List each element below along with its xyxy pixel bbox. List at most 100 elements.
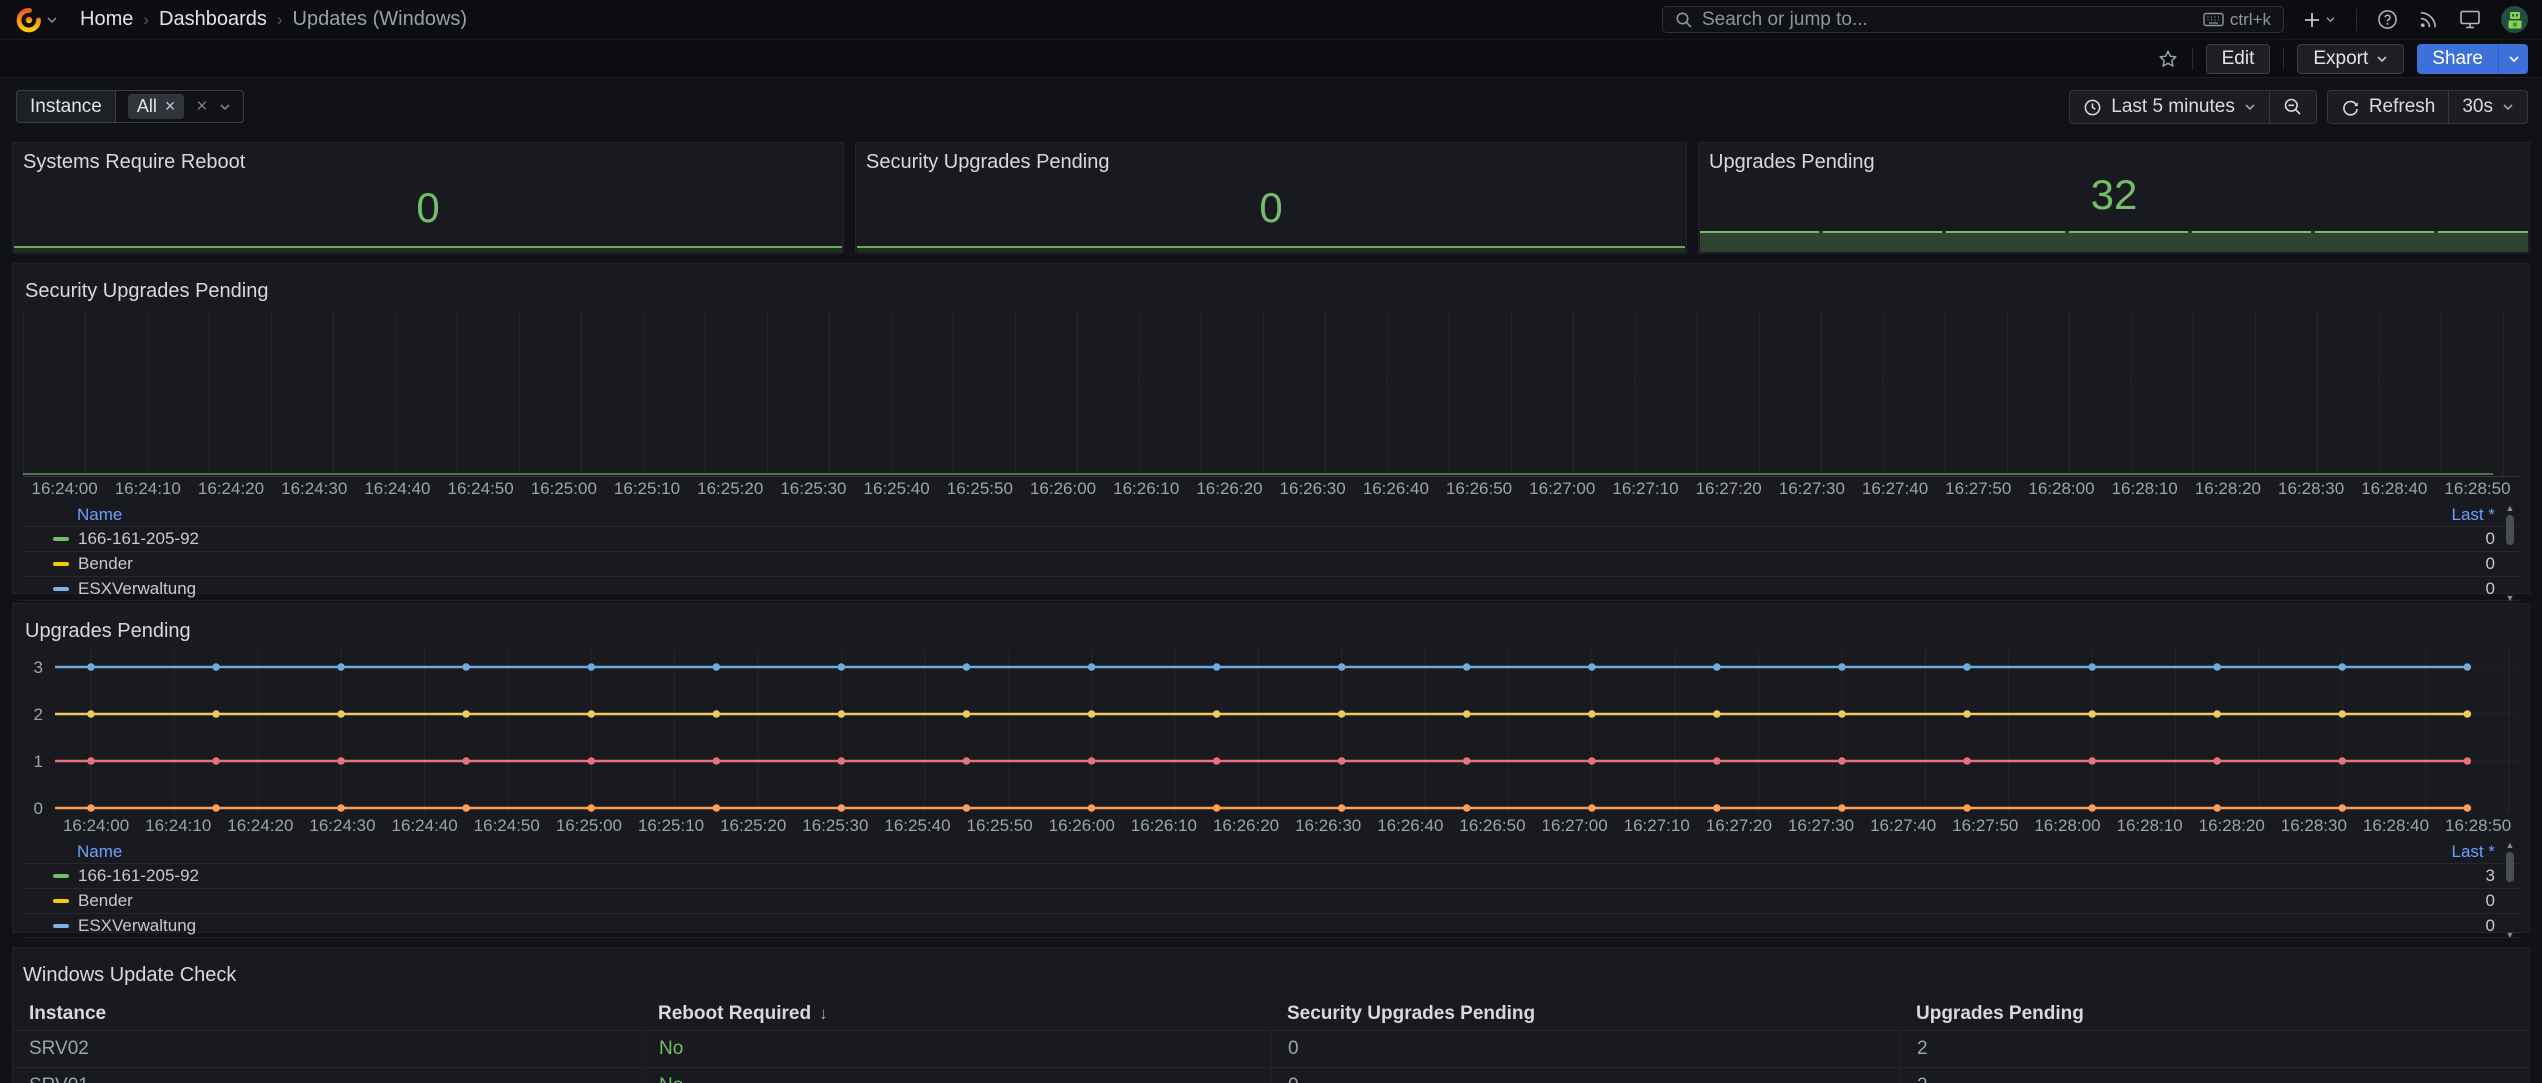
legend-last-header[interactable]: Last * — [2451, 504, 2495, 524]
chevron-down-icon — [2377, 55, 2387, 62]
series-name[interactable]: 166-161-205-92 — [78, 866, 199, 885]
column-header-security-upgrades[interactable]: Security Upgrades Pending — [1287, 1002, 1536, 1024]
export-label: Export — [2313, 47, 2369, 69]
panel-title[interactable]: Windows Update Check — [23, 964, 237, 986]
instance-cell: SRV01 — [13, 1068, 642, 1083]
x-axis-tick-label: 16:27:50 — [1945, 479, 2012, 498]
legend-name-header[interactable]: Name — [77, 841, 123, 861]
screen-button[interactable] — [2459, 9, 2481, 30]
grafana-logo-menu[interactable] — [16, 7, 58, 33]
search-input[interactable]: Search or jump to... ctrl+k — [1662, 6, 2284, 33]
column-header-instance[interactable]: Instance — [29, 1002, 107, 1024]
stat-value: 0 — [416, 184, 440, 231]
share-button[interactable]: Share — [2417, 43, 2498, 74]
help-button[interactable] — [2377, 9, 2398, 30]
series-name[interactable]: 166-161-205-92 — [78, 529, 199, 548]
sort-descending-icon: ↓ — [819, 1003, 828, 1023]
help-icon — [2378, 10, 2397, 29]
scroll-up-icon[interactable]: ▲ — [2505, 503, 2515, 513]
zoom-out-icon — [2284, 98, 2301, 115]
x-axis-tick-label: 16:24:10 — [114, 479, 181, 498]
scrollbar-thumb[interactable] — [2506, 515, 2514, 545]
favorite-star-button[interactable] — [2157, 48, 2179, 70]
scroll-down-icon[interactable]: ▼ — [2505, 593, 2515, 603]
x-axis-tick-label: 16:26:40 — [1362, 479, 1429, 498]
security-chart-legend: Name Last * 166-161-205-92 0 Bender 0 ESXVer… — [23, 503, 2519, 603]
legend-row[interactable]: Bender 0 — [23, 888, 2519, 913]
legend-name-header[interactable]: Name — [77, 504, 123, 524]
upgrades-chart-legend: Name Last * 166-161-205-92 3 Bender 0 ESXVer… — [23, 840, 2519, 940]
export-button[interactable]: Export — [2297, 43, 2405, 74]
legend-row[interactable]: ESXVerwaltung 0 — [23, 576, 2519, 601]
reboot-required-cell: No — [642, 1031, 1271, 1067]
x-axis-tick-label: 16:24:20 — [227, 816, 294, 835]
upgrades-chart-plot[interactable]: 3 2 1 0 — [23, 649, 2519, 818]
refresh-button[interactable]: Refresh — [2328, 91, 2449, 123]
legend-last-header[interactable]: Last * — [2451, 841, 2495, 861]
legend-row[interactable]: 166-161-205-92 0 — [23, 526, 2519, 551]
x-axis-tick-label: 16:25:10 — [637, 816, 705, 835]
breadcrumb-current-dashboard: Updates (Windows) — [292, 8, 468, 30]
scroll-down-icon[interactable]: ▼ — [2505, 930, 2515, 940]
legend-row[interactable]: ESXVerwaltung 0 — [23, 913, 2519, 938]
chip-remove-icon[interactable]: × — [164, 96, 176, 116]
clear-selection-icon[interactable]: × — [196, 95, 208, 117]
legend-rows: 166-161-205-92 3 Bender 0 ESXVerwaltung 0 — [23, 863, 2519, 938]
panel-title[interactable]: Systems Require Reboot — [23, 151, 246, 173]
series-name[interactable]: Bender — [78, 891, 133, 910]
series-name[interactable]: ESXVerwaltung — [78, 915, 197, 935]
refresh-interval-dropdown[interactable]: 30s — [2448, 91, 2527, 123]
table-row[interactable]: SRV01No02 — [13, 1067, 2529, 1083]
legend-scrollbar[interactable]: ▲ ▼ — [2503, 840, 2517, 940]
y-axis-tick-label: 2 — [33, 705, 43, 724]
x-axis-tick-label: 16:26:30 — [1295, 816, 1362, 835]
variable-selected-chip[interactable]: All × — [127, 94, 185, 119]
x-axis-tick-label: 16:27:40 — [1870, 816, 1937, 835]
stat-sparkline-area — [1700, 231, 2528, 252]
panel-title[interactable]: Security Upgrades Pending — [866, 151, 1110, 173]
panel-title[interactable]: Upgrades Pending — [1709, 151, 1875, 173]
series-name[interactable]: ESXVerwaltung — [78, 578, 197, 598]
variable-value-dropdown[interactable]: All × × — [114, 90, 245, 123]
series-name[interactable]: Bender — [78, 554, 133, 573]
security-chart-plot[interactable] — [23, 309, 2519, 477]
legend-row[interactable]: 166-161-205-92 3 — [23, 863, 2519, 888]
stat-sparkline — [857, 246, 1685, 252]
news-button[interactable] — [2418, 9, 2439, 30]
time-range-picker[interactable]: Last 5 minutes — [2070, 91, 2269, 123]
zoom-out-time-button[interactable] — [2268, 91, 2316, 123]
breadcrumb-dashboards[interactable]: Dashboards — [159, 8, 267, 30]
column-header-upgrades[interactable]: Upgrades Pending — [1916, 1002, 2084, 1024]
x-axis-tick-label: 16:25:10 — [613, 479, 681, 498]
user-avatar[interactable] — [2501, 6, 2528, 33]
breadcrumb-home[interactable]: Home — [80, 8, 134, 30]
legend-rows: 166-161-205-92 0 Bender 0 ESXVerwaltung 0 — [23, 526, 2519, 601]
panel-systems-require-reboot: Systems Require Reboot 0 — [12, 142, 844, 254]
stat-value: 32 — [2090, 171, 2138, 218]
share-dropdown-button[interactable] — [2498, 43, 2528, 74]
legend-row[interactable]: Bender 0 — [23, 551, 2519, 576]
x-axis-tick-label: 16:25:50 — [946, 479, 1013, 498]
panel-title[interactable]: Upgrades Pending — [25, 620, 191, 642]
x-axis-tick-label: 16:26:10 — [1130, 816, 1197, 835]
series-last-value: 0 — [2485, 554, 2495, 573]
x-axis-tick-label: 16:28:50 — [2444, 479, 2511, 498]
x-axis-tick-label: 16:27:40 — [1861, 479, 1929, 498]
table-row[interactable]: SRV02 No 0 2 — [13, 1030, 2529, 1067]
series-color-swatch — [53, 923, 69, 928]
scrollbar-thumb[interactable] — [2506, 852, 2514, 882]
legend-scrollbar[interactable]: ▲ ▼ — [2503, 503, 2517, 603]
add-new-button[interactable] — [2302, 10, 2336, 30]
variable-label: Instance — [16, 90, 115, 123]
panel-title[interactable]: Security Upgrades Pending — [25, 280, 269, 302]
panel-windows-update-check: Windows Update Check Instance Reboot Req… — [12, 947, 2530, 1083]
series-last-value: 0 — [2485, 891, 2495, 910]
scroll-up-icon[interactable]: ▲ — [2505, 840, 2515, 850]
y-axis-tick-label: 3 — [33, 658, 43, 677]
edit-button[interactable]: Edit — [2205, 43, 2271, 74]
column-header-reboot-required[interactable]: Reboot Required ↓ — [642, 1003, 1271, 1025]
series-color-swatch — [53, 586, 69, 591]
chevron-down-icon[interactable] — [219, 103, 231, 111]
search-shortcut: ctrl+k — [2203, 10, 2271, 30]
stat-panels-row: Systems Require Reboot 0 Security Upgrad… — [12, 142, 2530, 254]
